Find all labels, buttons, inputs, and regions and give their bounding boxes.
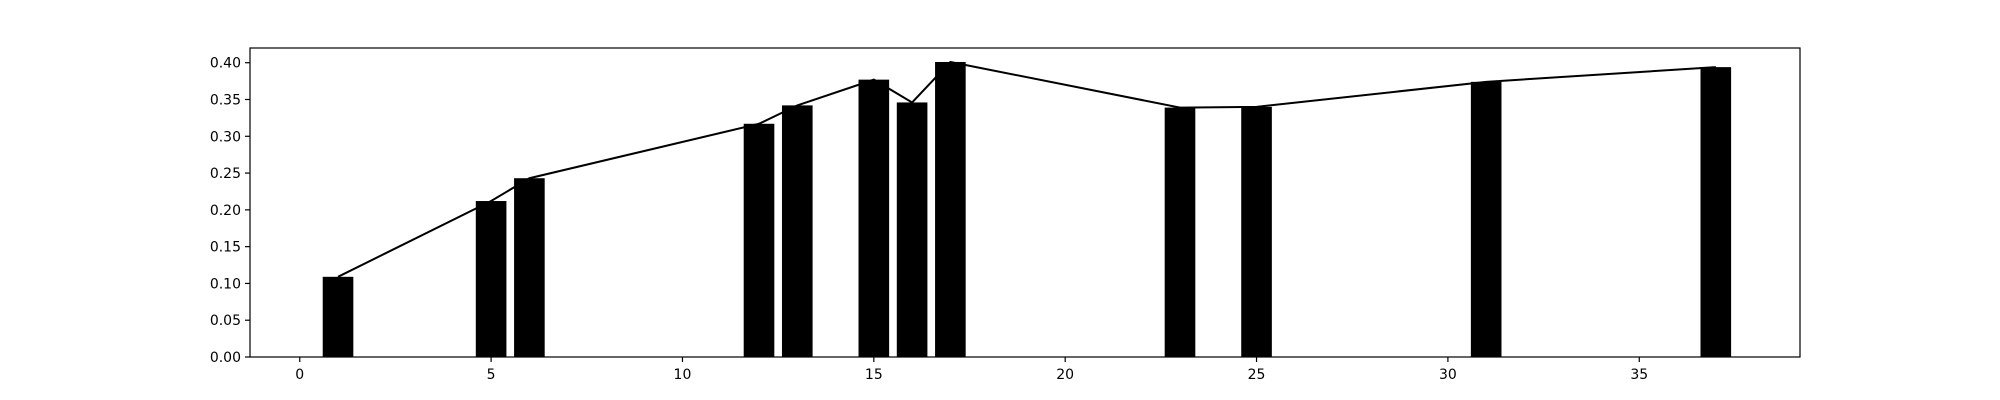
series-line [337,60,1716,278]
x-tick-label: 30 [1439,367,1457,383]
bar [781,105,813,357]
line-group [337,60,1716,278]
bar [514,178,545,357]
bar [743,123,775,358]
bars-group [322,61,1732,358]
y-tick-label: 0.20 [210,203,241,219]
y-axis-ticks: 0.00 0.05 0.10 0.15 0.20 0.25 0.30 0.35 0.40 [210,56,250,366]
y-tick-label: 0.10 [210,276,241,292]
y-tick-label: 0.15 [210,240,241,256]
y-tick-label: 0.30 [210,129,241,145]
x-tick-label: 20 [1056,367,1074,383]
bar [896,102,928,357]
x-tick-label: 0 [295,367,304,383]
bar [1164,107,1196,357]
y-tick-label: 0.35 [210,93,241,109]
x-axis-ticks: 0 5 10 15 20 25 30 35 [295,357,1648,383]
bar [858,79,890,357]
bar [1700,67,1732,357]
y-tick-label: 0.40 [210,56,241,72]
y-tick-label: 0.25 [210,166,241,182]
bar [322,276,354,357]
x-tick-label: 35 [1630,367,1648,383]
y-tick-label: 0.05 [210,313,241,329]
x-tick-label: 10 [674,367,692,383]
bar [935,61,966,357]
y-tick-label: 0.00 [210,350,241,366]
bar [1241,106,1272,357]
x-tick-label: 5 [487,367,496,383]
x-tick-label: 25 [1248,367,1266,383]
axes-group [249,47,1801,358]
x-tick-label: 15 [865,367,883,383]
bar [475,201,507,357]
plot-frame [249,47,1801,358]
bar [1470,81,1502,357]
